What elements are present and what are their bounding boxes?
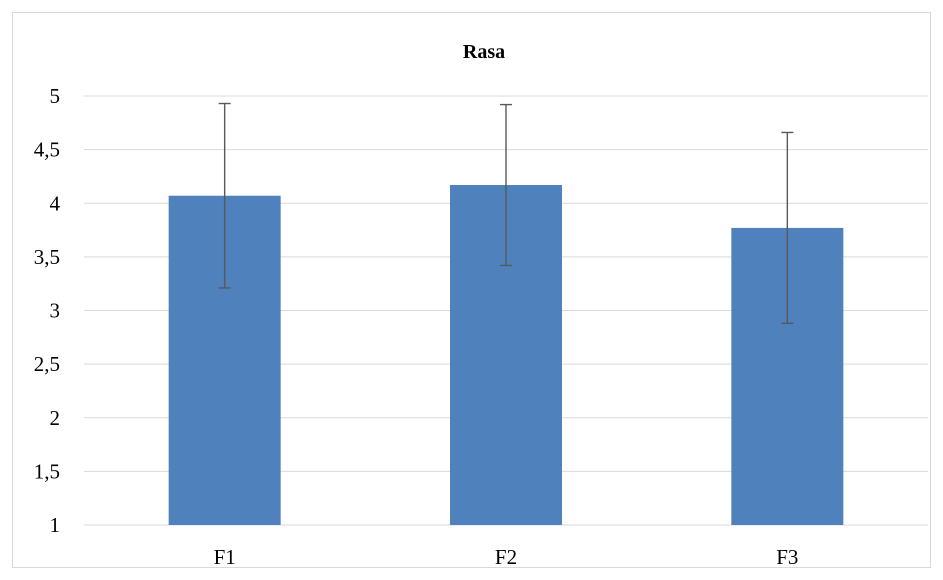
error-bar-f2 — [500, 103, 512, 267]
y-tick-label: 2 — [50, 406, 61, 430]
y-tick-label: 5 — [50, 84, 61, 108]
x-axis-tick-labels: F1 F2 F3 — [214, 545, 799, 569]
x-tick-label: F1 — [214, 545, 236, 569]
y-tick-label: 4,5 — [34, 138, 60, 162]
x-tick-label: F2 — [495, 545, 517, 569]
error-bar-f3 — [781, 131, 794, 325]
x-tick-label: F3 — [776, 545, 798, 569]
y-tick-label: 1,5 — [34, 459, 60, 483]
y-tick-label: 3 — [50, 299, 61, 323]
y-tick-label: 3,5 — [34, 245, 60, 269]
y-tick-label: 4 — [50, 191, 61, 215]
error-bars — [218, 102, 794, 325]
error-bar-f1 — [218, 102, 231, 289]
chart-title: Rasa — [463, 41, 505, 63]
y-axis-tick-labels: 1 1,5 2 2,5 3 3,5 4 4,5 5 — [34, 84, 61, 537]
y-tick-label: 1 — [50, 513, 61, 537]
y-tick-label: 2,5 — [34, 352, 60, 376]
